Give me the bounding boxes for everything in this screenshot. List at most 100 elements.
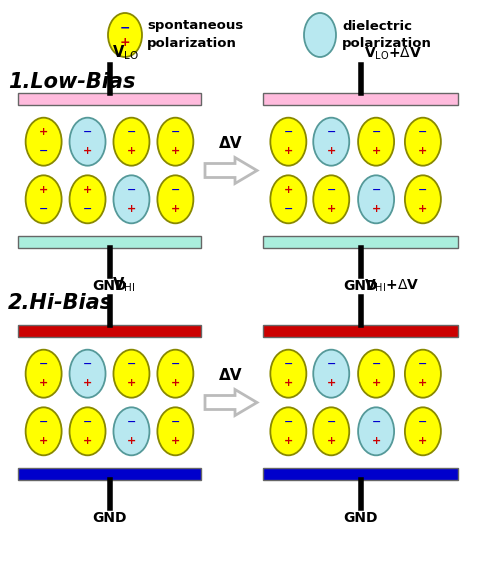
Polygon shape xyxy=(205,158,257,183)
Ellipse shape xyxy=(405,407,441,455)
Bar xyxy=(263,236,458,248)
Text: +: + xyxy=(171,204,180,214)
Text: ΔV: ΔV xyxy=(219,368,243,382)
Bar xyxy=(18,325,201,337)
Text: 2.Hi-Bias: 2.Hi-Bias xyxy=(8,293,113,313)
Text: −: − xyxy=(284,127,293,137)
Text: −: − xyxy=(284,359,293,369)
Text: −: − xyxy=(170,359,180,369)
Text: −: − xyxy=(83,359,92,369)
Text: −: − xyxy=(120,21,130,34)
Text: +: + xyxy=(83,378,92,388)
Text: spontaneous: spontaneous xyxy=(147,20,243,32)
Text: −: − xyxy=(127,127,136,137)
Text: −: − xyxy=(372,416,381,427)
Ellipse shape xyxy=(313,407,349,455)
Ellipse shape xyxy=(114,350,150,398)
Text: −: − xyxy=(39,359,48,369)
Text: GND: GND xyxy=(92,511,127,525)
Text: +: + xyxy=(418,436,428,446)
Ellipse shape xyxy=(158,175,194,223)
Ellipse shape xyxy=(313,350,349,398)
Text: +: + xyxy=(39,184,48,195)
Text: +: + xyxy=(171,378,180,388)
Ellipse shape xyxy=(114,118,150,166)
Text: +: + xyxy=(326,436,336,446)
Ellipse shape xyxy=(26,175,62,223)
Text: −: − xyxy=(127,416,136,427)
Ellipse shape xyxy=(70,118,106,166)
Text: −: − xyxy=(418,184,428,195)
Bar xyxy=(263,468,458,480)
Text: ΔV: ΔV xyxy=(219,136,243,150)
Ellipse shape xyxy=(304,13,336,57)
Text: +: + xyxy=(83,436,92,446)
Text: −: − xyxy=(39,416,48,427)
Bar xyxy=(18,93,201,105)
Text: +: + xyxy=(39,436,48,446)
Text: −: − xyxy=(127,184,136,195)
Text: −: − xyxy=(170,127,180,137)
Text: +: + xyxy=(326,204,336,214)
Text: +: + xyxy=(284,184,293,195)
Text: GND: GND xyxy=(343,511,378,525)
Text: dielectric: dielectric xyxy=(342,20,412,32)
Ellipse shape xyxy=(358,175,394,223)
Text: −: − xyxy=(284,416,293,427)
Text: polarization: polarization xyxy=(342,38,432,50)
Text: −: − xyxy=(418,416,428,427)
Text: +: + xyxy=(127,436,136,446)
Text: −: − xyxy=(372,184,381,195)
Text: +: + xyxy=(127,204,136,214)
Text: +: + xyxy=(127,378,136,388)
Text: +: + xyxy=(171,146,180,156)
Text: +: + xyxy=(372,146,380,156)
Text: +: + xyxy=(418,204,428,214)
Text: +: + xyxy=(120,37,130,49)
Text: +: + xyxy=(372,204,380,214)
Text: +: + xyxy=(171,436,180,446)
Text: −: − xyxy=(170,416,180,427)
Text: V$_{\rm HI}$+$\Delta$V: V$_{\rm HI}$+$\Delta$V xyxy=(364,278,418,294)
Ellipse shape xyxy=(70,350,106,398)
Text: +: + xyxy=(284,146,293,156)
Text: V$_{\rm LO}$+$\Delta$V: V$_{\rm LO}$+$\Delta$V xyxy=(364,46,422,62)
Ellipse shape xyxy=(114,407,150,455)
Ellipse shape xyxy=(114,175,150,223)
Ellipse shape xyxy=(158,350,194,398)
Ellipse shape xyxy=(358,118,394,166)
Text: GND: GND xyxy=(343,279,378,293)
Text: −: − xyxy=(418,127,428,137)
Text: +: + xyxy=(83,146,92,156)
Text: +: + xyxy=(372,378,380,388)
Text: 1.Low-Bias: 1.Low-Bias xyxy=(8,72,136,92)
Ellipse shape xyxy=(405,118,441,166)
Text: GND: GND xyxy=(92,279,127,293)
Bar xyxy=(263,325,458,337)
Text: +: + xyxy=(326,378,336,388)
Text: +: + xyxy=(284,436,293,446)
Text: −: − xyxy=(127,359,136,369)
Ellipse shape xyxy=(70,407,106,455)
Text: −: − xyxy=(284,204,293,214)
Ellipse shape xyxy=(26,407,62,455)
Text: −: − xyxy=(326,416,336,427)
Text: V$_{\rm LO}$: V$_{\rm LO}$ xyxy=(112,44,140,62)
Ellipse shape xyxy=(405,175,441,223)
Text: −: − xyxy=(418,359,428,369)
Text: −: − xyxy=(83,204,92,214)
Ellipse shape xyxy=(70,175,106,223)
Ellipse shape xyxy=(158,118,194,166)
Ellipse shape xyxy=(358,350,394,398)
Text: −: − xyxy=(39,146,48,156)
Ellipse shape xyxy=(158,407,194,455)
Text: V$_{\rm HI}$: V$_{\rm HI}$ xyxy=(112,276,136,294)
Ellipse shape xyxy=(270,350,306,398)
Text: +: + xyxy=(372,436,380,446)
Ellipse shape xyxy=(270,118,306,166)
Text: −: − xyxy=(83,416,92,427)
Text: −: − xyxy=(326,184,336,195)
Ellipse shape xyxy=(313,175,349,223)
Text: −: − xyxy=(170,184,180,195)
Text: −: − xyxy=(83,127,92,137)
